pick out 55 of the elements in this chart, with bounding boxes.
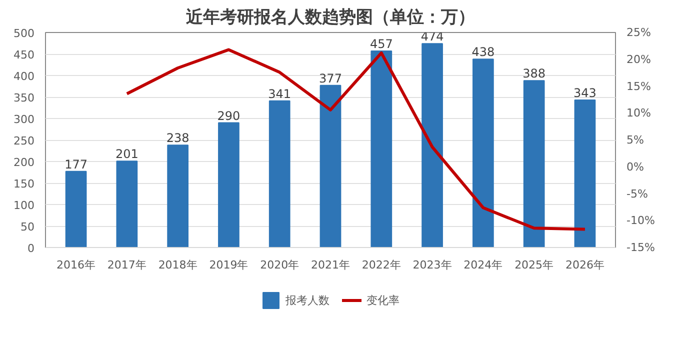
y-tick-label: 0 [28, 242, 34, 255]
bar [268, 100, 290, 248]
y-tick-label: 250 [14, 134, 35, 148]
bar [472, 58, 494, 248]
data-label: 290 [217, 108, 240, 123]
x-tick-label: 2026年 [565, 258, 604, 272]
x-tick-label: 2016年 [56, 258, 96, 272]
x-tick-label: 2025年 [514, 258, 554, 272]
y2-tick-label: 15% [626, 80, 651, 93]
y-tick-label: 500 [14, 27, 35, 40]
y2-tick-label: 20% [626, 52, 651, 66]
bar [422, 43, 443, 248]
x-tick-label: 2021年 [311, 258, 350, 272]
y2-tick-label: -10% [626, 214, 655, 228]
y-tick-label: 450 [14, 48, 35, 62]
data-label: 388 [522, 66, 546, 81]
bar [218, 122, 240, 248]
bar [523, 80, 545, 248]
y-tick-label: 300 [14, 113, 35, 126]
y-tick-label: 50 [20, 220, 35, 234]
x-tick-label: 2018年 [158, 258, 198, 272]
x-tick-label: 2019年 [209, 258, 248, 272]
x-tick-label: 2022年 [362, 258, 401, 272]
x-tick-label: 2020年 [260, 258, 300, 272]
data-label: 438 [472, 45, 495, 60]
data-label: 201 [115, 147, 138, 162]
y2-tick-label: 25% [626, 26, 651, 39]
y-tick-label: 400 [14, 70, 35, 83]
y2-tick-label: -15% [626, 241, 655, 254]
bar [65, 170, 87, 248]
chart-title: 近年考研报名人数趋势图（单位：万） [185, 8, 475, 28]
y-tick-label: 200 [14, 156, 35, 169]
bar [574, 100, 596, 248]
y2-tick-label: 0% [626, 160, 644, 174]
data-label: 238 [166, 131, 190, 146]
y-tick-label: 150 [14, 178, 35, 190]
data-label: 341 [268, 86, 292, 101]
x-tick-label: 2024年 [464, 258, 503, 272]
y2-tick-label: 5% [626, 134, 644, 146]
data-label: 343 [574, 86, 596, 100]
data-label: 457 [370, 36, 393, 51]
y-tick-label: 350 [14, 92, 35, 104]
bar [320, 84, 342, 248]
bar [167, 144, 188, 248]
data-label: 377 [319, 71, 342, 86]
legend-label: 变化率 [366, 292, 400, 308]
y2-tick-label: -5% [626, 187, 648, 200]
y2-tick-label: 10% [626, 106, 651, 120]
x-tick-label: 2017年 [107, 258, 146, 272]
bar [116, 160, 138, 248]
data-label: 177 [64, 157, 88, 172]
bar [370, 50, 392, 248]
legend-label: 报考人数 [286, 292, 330, 308]
y-tick-label: 100 [14, 199, 35, 212]
x-tick-label: 2023年 [412, 258, 452, 272]
